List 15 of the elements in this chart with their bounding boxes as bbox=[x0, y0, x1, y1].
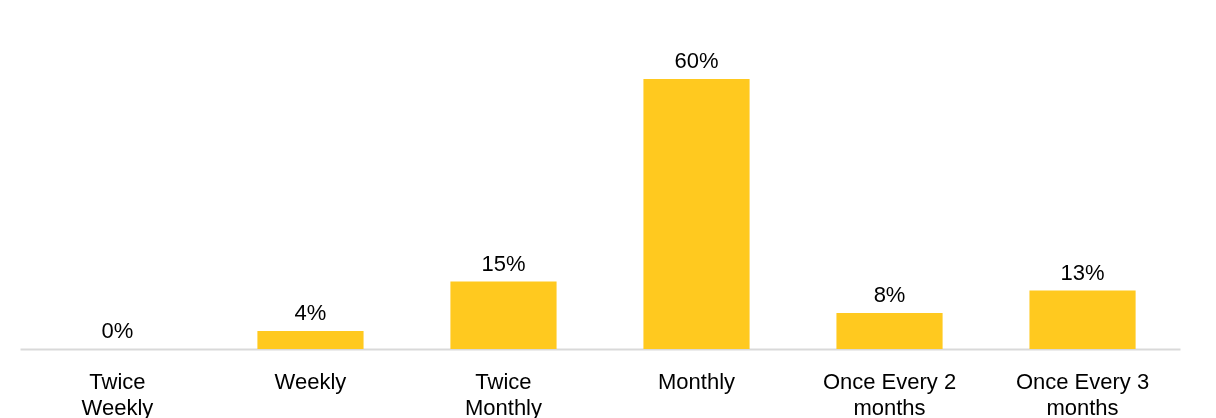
bar bbox=[450, 281, 557, 349]
data-label: 8% bbox=[873, 282, 906, 307]
data-label: 15% bbox=[481, 250, 526, 276]
bar bbox=[643, 79, 750, 349]
bar bbox=[257, 331, 364, 349]
x-tick-label: Weekly bbox=[274, 368, 347, 394]
data-label: 4% bbox=[294, 300, 327, 325]
data-label: 13% bbox=[1060, 259, 1105, 285]
x-tick-label: Once Every 3 months bbox=[1015, 368, 1150, 418]
bar bbox=[1029, 290, 1136, 349]
data-label: 60% bbox=[674, 48, 719, 73]
bar bbox=[836, 313, 943, 349]
x-tick-label: Monthly bbox=[657, 368, 736, 394]
x-tick-label: Once Every 2 months bbox=[822, 368, 957, 418]
data-label: 0% bbox=[101, 318, 134, 343]
